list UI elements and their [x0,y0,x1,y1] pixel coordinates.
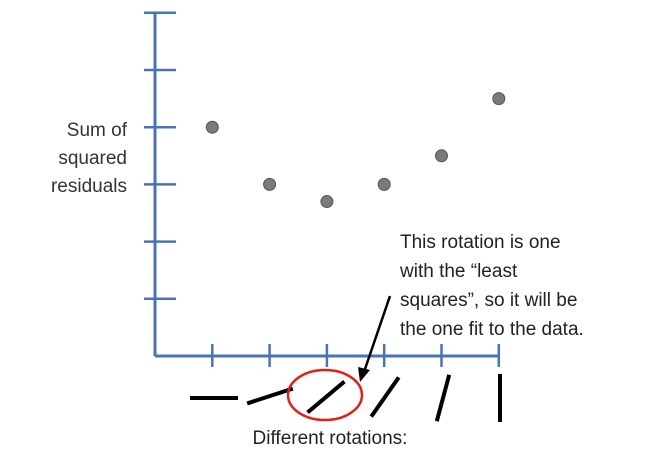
data-point [377,177,391,191]
annotation-arrow [358,295,392,382]
data-point [205,120,219,134]
x-axis-ticks [211,344,501,367]
data-point [435,149,448,163]
y-axis-label-line-3: residuals [51,176,127,197]
annotation-line-4: the one fit to the data. [400,319,584,340]
y-axis-label-line-1: Sum of [67,120,128,141]
highlight-circle [286,368,364,422]
y-axis-ticks [144,11,176,301]
y-axis-label-line-2: squared [58,148,127,169]
data-point [263,177,277,191]
data-points [205,92,506,209]
data-point [320,195,334,209]
x-axis-caption: Different rotations: [253,428,408,449]
rotation-line [434,374,452,422]
rotation-lines [190,374,502,422]
rotation-line [306,380,346,414]
data-point [492,92,506,106]
annotation-line-1: This rotation is one [400,232,561,253]
annotation-line-2: with the “least [399,261,518,282]
rotation-line [369,376,401,418]
annotation-line-3: squares”, so it will be [400,290,577,311]
rotation-line [246,386,294,406]
